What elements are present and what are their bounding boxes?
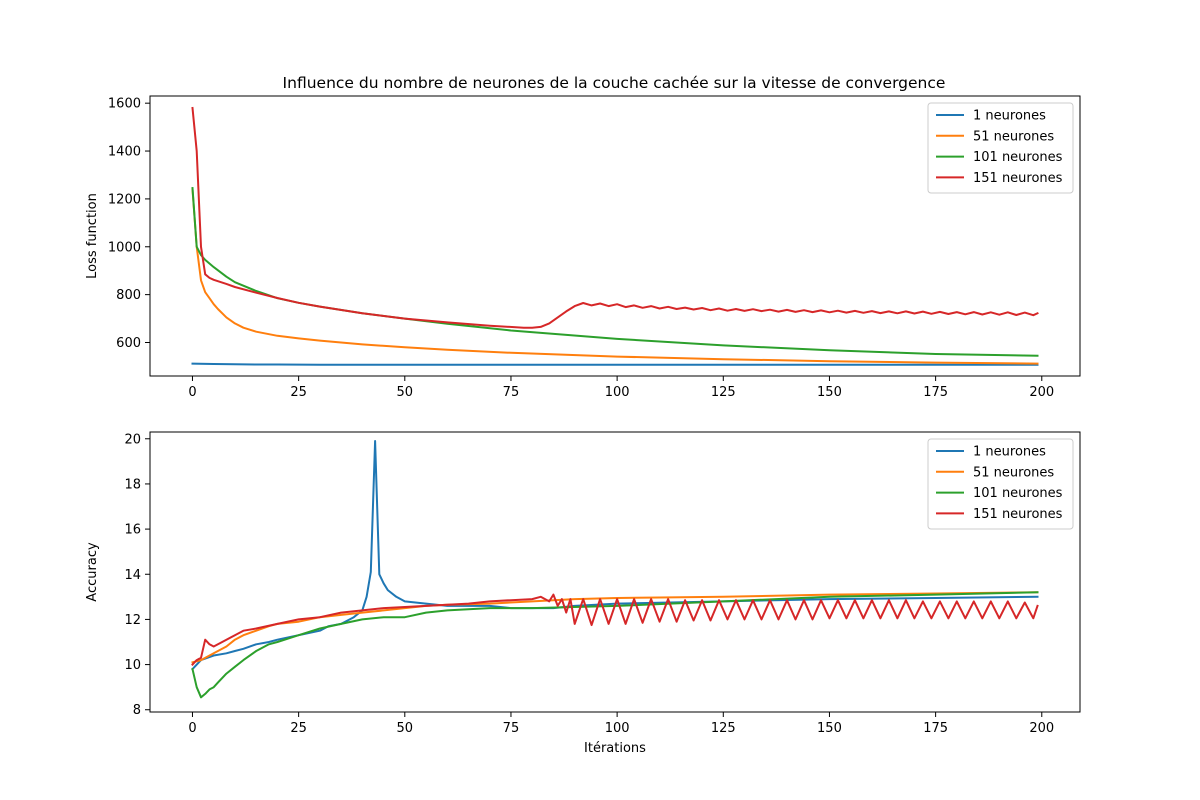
y-tick-label: 14 — [124, 568, 141, 583]
y-tick-label: 10 — [124, 658, 141, 673]
figure-title: Influence du nombre de neurones de la co… — [283, 74, 946, 92]
x-tick-label: 125 — [711, 385, 736, 400]
x-tick-label: 75 — [503, 721, 520, 736]
x-tick-label: 0 — [188, 721, 196, 736]
y-tick-label: 1200 — [108, 192, 141, 207]
x-tick-label: 25 — [290, 385, 307, 400]
series-line-3 — [191, 593, 1039, 667]
x-tick-label: 175 — [923, 721, 948, 736]
x-tick-label: 200 — [1029, 721, 1054, 736]
y-tick-label: 600 — [116, 336, 141, 351]
legend-label: 1 neurones — [973, 109, 1046, 124]
legend: 1 neurones 51 neurones 101 neurones 151 neu… — [927, 102, 1074, 194]
x-tick-label: 200 — [1029, 385, 1054, 400]
y-tick-label: 1000 — [108, 240, 141, 255]
x-tick-label: 50 — [397, 385, 414, 400]
x-tick-label: 0 — [188, 385, 196, 400]
axes-frame — [149, 95, 1081, 377]
legend-box — [927, 102, 1074, 194]
x-tick-label: 50 — [397, 721, 414, 736]
x-tick-label: 75 — [503, 385, 520, 400]
y-tick-label: 18 — [124, 477, 141, 492]
series-line-0 — [191, 362, 1039, 366]
y-tick-label: 800 — [116, 288, 141, 303]
x-tick-label: 150 — [817, 385, 842, 400]
legend-label: 51 neurones — [973, 465, 1054, 480]
legend-label: 1 neurones — [973, 445, 1046, 460]
accuracy-chart: 0 25 50 75 100 125 150 175 200 8 10 12 14 16 18 20 Accur… — [85, 431, 1081, 756]
series-line-1 — [191, 591, 1039, 664]
legend-box — [927, 438, 1074, 530]
x-tick-label: 100 — [605, 721, 630, 736]
series-lines — [191, 440, 1039, 699]
axes-frame — [149, 431, 1081, 713]
y-tick-label: 20 — [124, 432, 141, 447]
legend-label: 51 neurones — [973, 129, 1054, 144]
y-tick-label: 12 — [124, 613, 141, 628]
x-tick-label: 25 — [290, 721, 307, 736]
legend-label: 101 neurones — [973, 486, 1063, 501]
x-tick-label: 175 — [923, 385, 948, 400]
loss-chart: 0 25 50 75 100 125 150 175 200 600 800 1000 1200 1400… — [85, 95, 1081, 400]
series-line-2 — [191, 591, 1039, 699]
x-tick-label: 125 — [711, 721, 736, 736]
series-line-3 — [191, 106, 1039, 329]
y-tick-label: 16 — [124, 523, 141, 538]
y-axis-label: Loss function — [85, 193, 100, 279]
series-line-1 — [191, 188, 1039, 365]
x-tick-label: 100 — [605, 385, 630, 400]
y-tick-label: 1600 — [108, 97, 141, 112]
x-axis-label: Itérations — [584, 741, 646, 756]
y-tick-label: 1400 — [108, 145, 141, 160]
y-tick-label: 8 — [133, 703, 141, 718]
legend-label: 151 neurones — [973, 507, 1063, 522]
legend-label: 151 neurones — [973, 171, 1063, 186]
legend: 1 neurones 51 neurones 101 neurones 151 neu… — [927, 438, 1074, 530]
x-tick-label: 150 — [817, 721, 842, 736]
legend-label: 101 neurones — [973, 150, 1063, 165]
series-lines — [191, 106, 1039, 366]
y-axis-label: Accuracy — [85, 542, 100, 602]
